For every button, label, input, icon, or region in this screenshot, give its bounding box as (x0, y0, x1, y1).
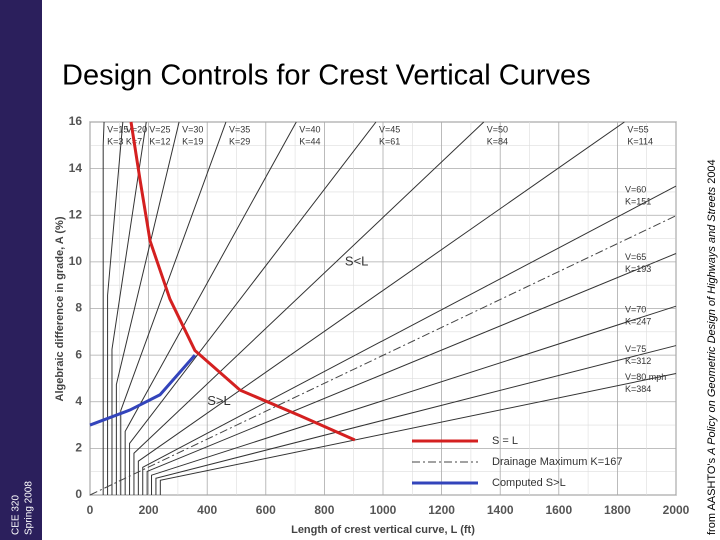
series-line (129, 121, 377, 495)
line-label: K=114 (627, 136, 653, 146)
series-line (124, 121, 297, 495)
series-line (102, 121, 105, 495)
line-label: K=29 (229, 136, 250, 146)
line-name: V=35 (229, 124, 250, 134)
region-label: S<L (345, 253, 369, 268)
line-label: K=61 (379, 136, 400, 146)
line-name: V=15 (107, 124, 128, 134)
line-name: V=30 (182, 124, 203, 134)
y-tick-label: 6 (75, 347, 82, 361)
x-tick-label: 200 (139, 503, 159, 517)
line-label: K=44 (299, 136, 320, 146)
source: from AASHTO's A Policy on Geometric Desi… (706, 159, 718, 535)
series-line (89, 215, 677, 496)
y-tick-label: 8 (75, 301, 82, 315)
source-part: 2004 (706, 159, 718, 187)
x-tick-label: 1400 (487, 503, 514, 517)
source-part: from AASHTO's (706, 455, 718, 535)
y-tick-label: 2 (75, 441, 82, 455)
series-line (107, 121, 124, 495)
y-tick-label: 16 (69, 114, 83, 128)
line-name: V=45 (379, 124, 400, 134)
line-label: K=19 (182, 136, 203, 146)
x-axis-label: Length of crest vertical curve, L (ft) (291, 524, 475, 536)
legend-label: Drainage Maximum K=167 (492, 456, 623, 468)
line-label: K=12 (149, 136, 170, 146)
line-label: K=312 (625, 356, 651, 366)
x-tick-label: 800 (314, 503, 334, 517)
line-label: K=247 (625, 317, 651, 327)
line-name: V=25 (149, 124, 170, 134)
legend-label: S = L (492, 435, 518, 447)
series-line (151, 305, 677, 495)
side-label: CEE 320 (11, 495, 22, 535)
series-line (137, 121, 625, 495)
line-name: V=80 mph (625, 372, 666, 382)
line-label: K=3 (107, 136, 123, 146)
line-name: V=75 (625, 344, 646, 354)
line-name: V=70 (625, 305, 646, 315)
x-tick-label: 1800 (604, 503, 631, 517)
series-line (155, 345, 677, 495)
series-line (159, 373, 677, 495)
series-line (146, 253, 677, 495)
y-tick-label: 4 (75, 394, 82, 408)
legend-label: Computed S>L (492, 477, 566, 489)
line-name: V=65 (625, 252, 646, 262)
line-name: V=40 (299, 124, 320, 134)
line-name: V=20 (126, 124, 147, 134)
y-tick-label: 12 (69, 207, 83, 221)
y-tick-label: 10 (69, 254, 83, 268)
series-line (120, 121, 227, 495)
y-tick-label: 0 (75, 487, 82, 501)
y-axis-label: Algebraic difference in grade, A (%) (54, 216, 66, 401)
line-label: K=384 (625, 384, 651, 394)
series-line (142, 185, 677, 495)
series-line (111, 121, 147, 495)
x-tick-label: 1600 (545, 503, 572, 517)
region-label: S>L (207, 393, 231, 408)
line-name: V=50 (487, 124, 508, 134)
source-title: A Policy on Geometric Design of Highways… (706, 186, 718, 455)
series-line (89, 354, 197, 427)
y-tick-label: 14 (69, 161, 83, 175)
x-tick-label: 600 (256, 503, 276, 517)
series-line (115, 121, 180, 495)
side-bar (0, 0, 42, 540)
x-tick-label: 0 (87, 503, 94, 517)
series-line (133, 121, 485, 495)
x-tick-label: 2000 (663, 503, 690, 517)
series-line (129, 121, 356, 442)
x-tick-label: 1200 (428, 503, 455, 517)
line-name: V=55 (627, 124, 648, 134)
x-tick-label: 1000 (370, 503, 397, 517)
line-name: V=60 (625, 184, 646, 194)
slide-title: Design Controls for Crest Vertical Curve… (62, 60, 591, 92)
line-label: K=84 (487, 136, 508, 146)
line-label: K=193 (625, 264, 651, 274)
line-label: K=151 (625, 196, 651, 206)
side-label: Spring 2008 (24, 481, 35, 535)
x-tick-label: 400 (197, 503, 217, 517)
